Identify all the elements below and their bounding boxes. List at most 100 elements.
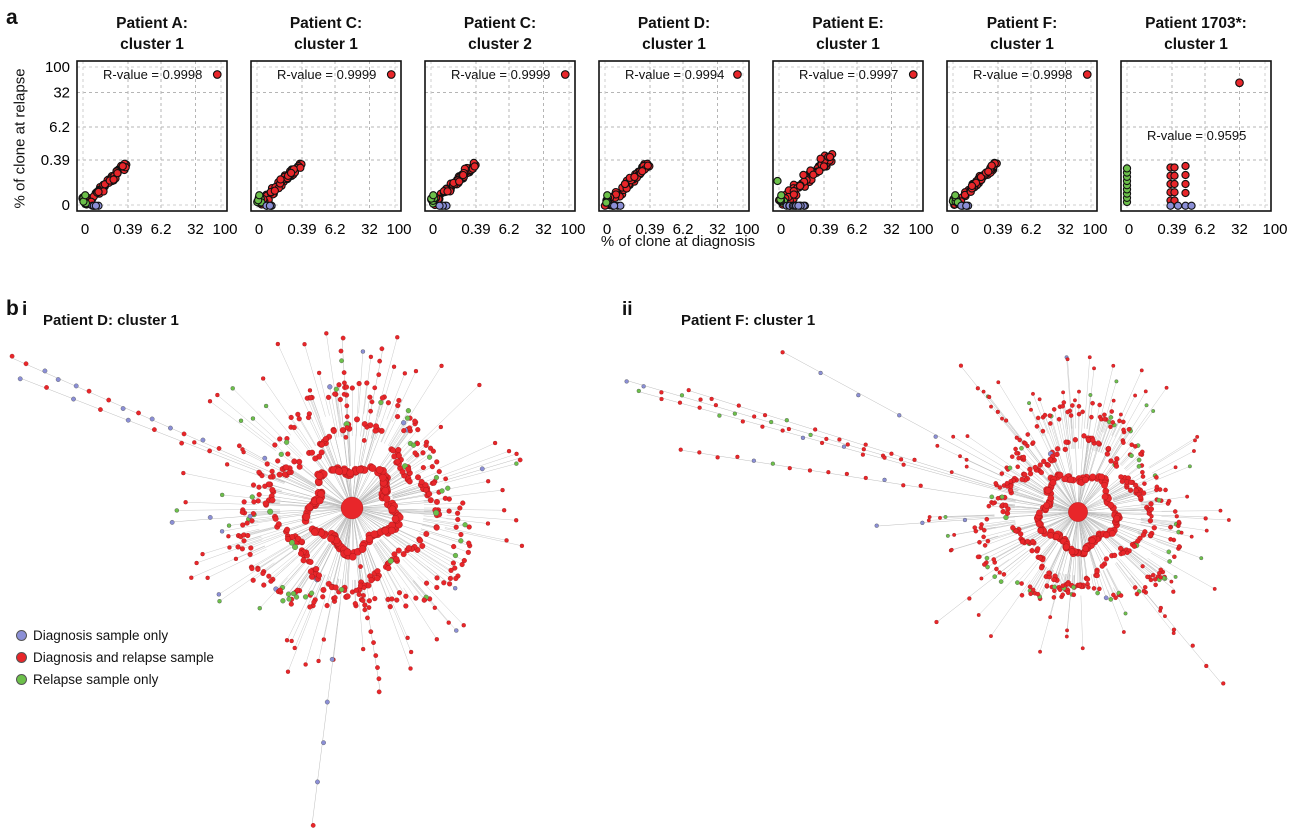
network-node <box>269 468 275 474</box>
network-node <box>295 411 301 417</box>
x-tick-label: 32 <box>883 221 900 238</box>
network-edge <box>268 484 312 497</box>
network-edge <box>242 510 281 513</box>
network-node <box>284 638 290 643</box>
network-edge <box>1089 547 1098 571</box>
network-node <box>361 438 367 443</box>
network-node <box>286 596 292 602</box>
network-edge <box>207 549 267 578</box>
network-node <box>949 470 954 475</box>
network-node <box>368 464 377 472</box>
network-edge <box>1042 417 1057 453</box>
network-node <box>226 534 231 539</box>
network-node <box>1019 539 1026 545</box>
network-edge <box>291 594 313 642</box>
scatter-plot-3: R-value = 0.9994 0 0.39 6.2 32 100 <box>598 60 760 238</box>
network-node <box>313 566 320 572</box>
network-node <box>1108 415 1114 420</box>
network-node <box>376 372 382 378</box>
network-node <box>285 669 291 674</box>
network-edge <box>1095 419 1105 452</box>
network-node <box>1189 534 1194 539</box>
data-point <box>809 170 818 179</box>
x-tick-label: 100 <box>212 221 237 238</box>
network-node <box>1053 533 1060 540</box>
network-node <box>1061 475 1069 483</box>
network-node <box>967 596 972 601</box>
network-edge <box>1109 431 1125 458</box>
data-point <box>1170 171 1179 180</box>
network-edge <box>979 538 1021 557</box>
network-edge <box>322 576 330 597</box>
network-node <box>1140 490 1147 496</box>
network-node <box>1073 398 1077 403</box>
network-node <box>837 437 842 442</box>
network-edge <box>310 397 327 441</box>
network-edge <box>1090 573 1095 589</box>
network-edge <box>311 507 353 826</box>
network-node <box>325 394 332 400</box>
network-node <box>1021 454 1027 460</box>
network-edge <box>1007 508 1042 511</box>
network-edge <box>183 472 260 489</box>
network-node <box>316 572 323 579</box>
scatter-plot-2: R-value = 0.9999 0 0.39 6.2 32 100 <box>424 60 586 238</box>
network-node <box>1055 446 1061 452</box>
network-node <box>1156 497 1162 503</box>
x-tick-label: 100 <box>386 221 411 238</box>
network-edge <box>1111 429 1131 459</box>
network-edge <box>1106 568 1120 594</box>
network-node <box>324 331 329 336</box>
network-node <box>374 575 381 582</box>
network-node <box>399 468 406 475</box>
network-node <box>972 525 978 530</box>
network-edge <box>945 514 995 518</box>
network-node <box>1154 475 1159 480</box>
network-edge <box>389 422 404 447</box>
network-edge <box>319 443 334 471</box>
network-edge <box>639 391 1079 513</box>
network-node <box>267 508 274 515</box>
network-edge <box>1056 547 1067 580</box>
network-edge <box>1058 547 1070 588</box>
network-node <box>818 370 823 376</box>
network-node <box>1008 479 1013 484</box>
data-point <box>777 191 786 200</box>
network-node <box>1133 487 1139 494</box>
network-node <box>945 533 950 538</box>
network-edge <box>261 475 285 484</box>
x-tick-label: 0.39 <box>461 221 490 238</box>
outlier-point <box>212 70 222 79</box>
network-node <box>261 582 267 588</box>
network-node <box>492 440 498 446</box>
network-node <box>466 540 472 546</box>
network-edge <box>1083 438 1091 476</box>
data-point <box>286 168 296 178</box>
network-node <box>179 440 184 446</box>
network-edge <box>318 372 330 416</box>
network-node <box>1056 416 1062 422</box>
network-node <box>401 428 407 434</box>
network-node <box>1047 413 1053 418</box>
network-node <box>1172 509 1178 514</box>
network-node <box>1118 593 1124 598</box>
network-node <box>320 594 326 600</box>
data-point <box>603 191 612 200</box>
network-edge <box>279 562 305 591</box>
data-point <box>429 191 438 200</box>
network-node <box>412 418 418 424</box>
network-node <box>342 380 347 386</box>
network-node <box>1167 559 1172 564</box>
network-node <box>405 545 412 551</box>
network-node <box>381 487 390 495</box>
network-node <box>1077 389 1081 394</box>
network-edge <box>218 559 273 595</box>
network-node <box>1138 451 1143 457</box>
network-node <box>356 591 362 598</box>
network-node <box>346 469 355 477</box>
network-node <box>1089 473 1097 481</box>
network-node <box>845 442 850 447</box>
network-node <box>1168 525 1173 530</box>
network-node <box>457 505 463 511</box>
